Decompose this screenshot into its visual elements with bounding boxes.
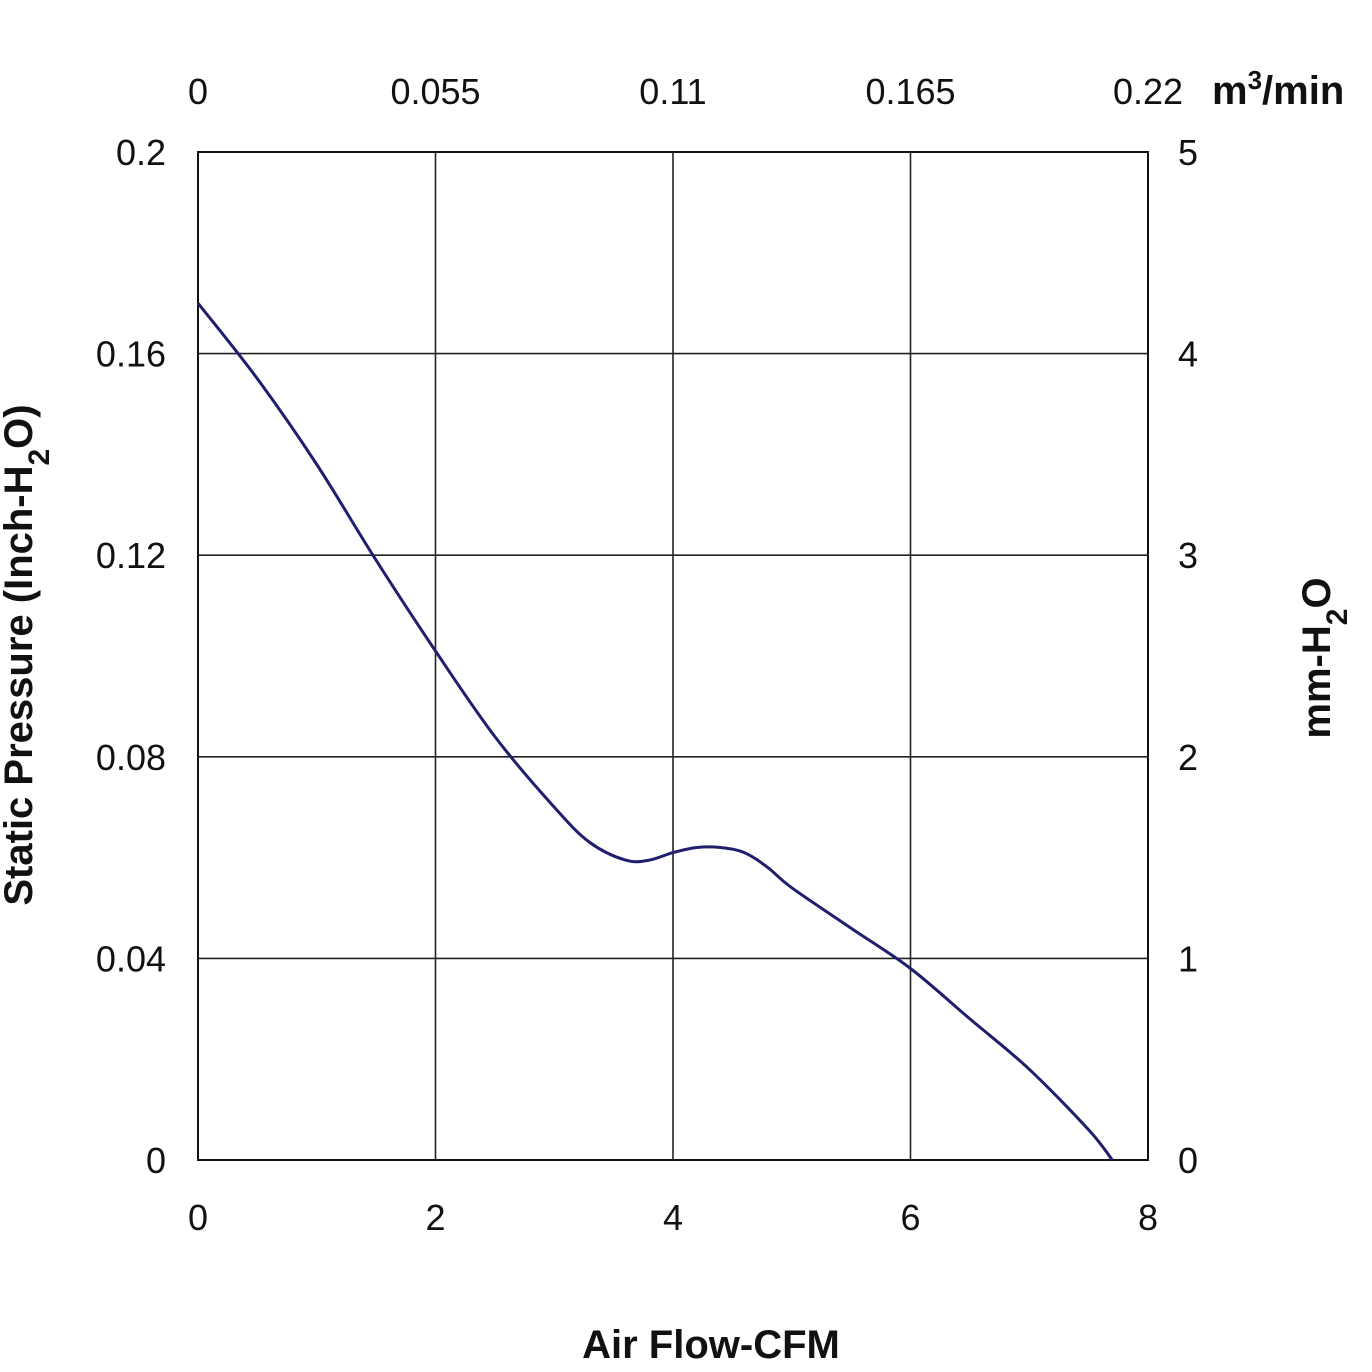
y-right-tick-label: 5 xyxy=(1178,132,1198,173)
y-right-tick-label: 2 xyxy=(1178,737,1198,778)
y-right-axis-title: mm-H2O xyxy=(1295,577,1354,738)
y-right-tick-label: 1 xyxy=(1178,938,1198,979)
grid-lines xyxy=(198,152,1148,1160)
y-tick-label: 0.12 xyxy=(96,535,166,576)
y-left-axis-title: Static Pressure (Inch-H2O) xyxy=(0,404,56,905)
plot-frame xyxy=(197,151,1149,1161)
x-top-unit-label: m3/min xyxy=(1212,65,1344,113)
x-top-tick-label: 0.22 xyxy=(1113,71,1183,112)
y-right-tick-label: 0 xyxy=(1178,1140,1198,1181)
x-tick-label: 4 xyxy=(663,1197,683,1238)
x-tick-label: 8 xyxy=(1138,1197,1158,1238)
x-tick-label: 2 xyxy=(425,1197,445,1238)
y-tick-label: 0.16 xyxy=(96,334,166,375)
x-top-tick-label: 0 xyxy=(188,71,208,112)
y-right-axis-ticks: 0 1 2 3 4 5 xyxy=(1178,132,1198,1181)
x-axis-ticks: 0 2 4 6 8 xyxy=(188,1197,1158,1238)
x-top-axis-ticks: 0 0.055 0.11 0.165 0.22 xyxy=(188,71,1183,112)
y-right-tick-label: 4 xyxy=(1178,334,1198,375)
x-tick-label: 0 xyxy=(188,1197,208,1238)
pressure-curve xyxy=(196,302,1114,1161)
x-top-tick-label: 0.055 xyxy=(390,71,480,112)
y-tick-label: 0.08 xyxy=(96,737,166,778)
x-tick-label: 6 xyxy=(900,1197,920,1238)
y-tick-label: 0.2 xyxy=(116,132,166,173)
y-tick-label: 0.04 xyxy=(96,938,166,979)
x-top-tick-label: 0.11 xyxy=(639,71,706,112)
y-right-tick-label: 3 xyxy=(1178,535,1198,576)
x-top-tick-label: 0.165 xyxy=(865,71,955,112)
y-left-axis-ticks: 0 0.04 0.08 0.12 0.16 0.2 xyxy=(96,132,166,1181)
y-tick-label: 0 xyxy=(146,1140,166,1181)
x-axis-title: Air Flow-CFM xyxy=(582,1323,840,1367)
